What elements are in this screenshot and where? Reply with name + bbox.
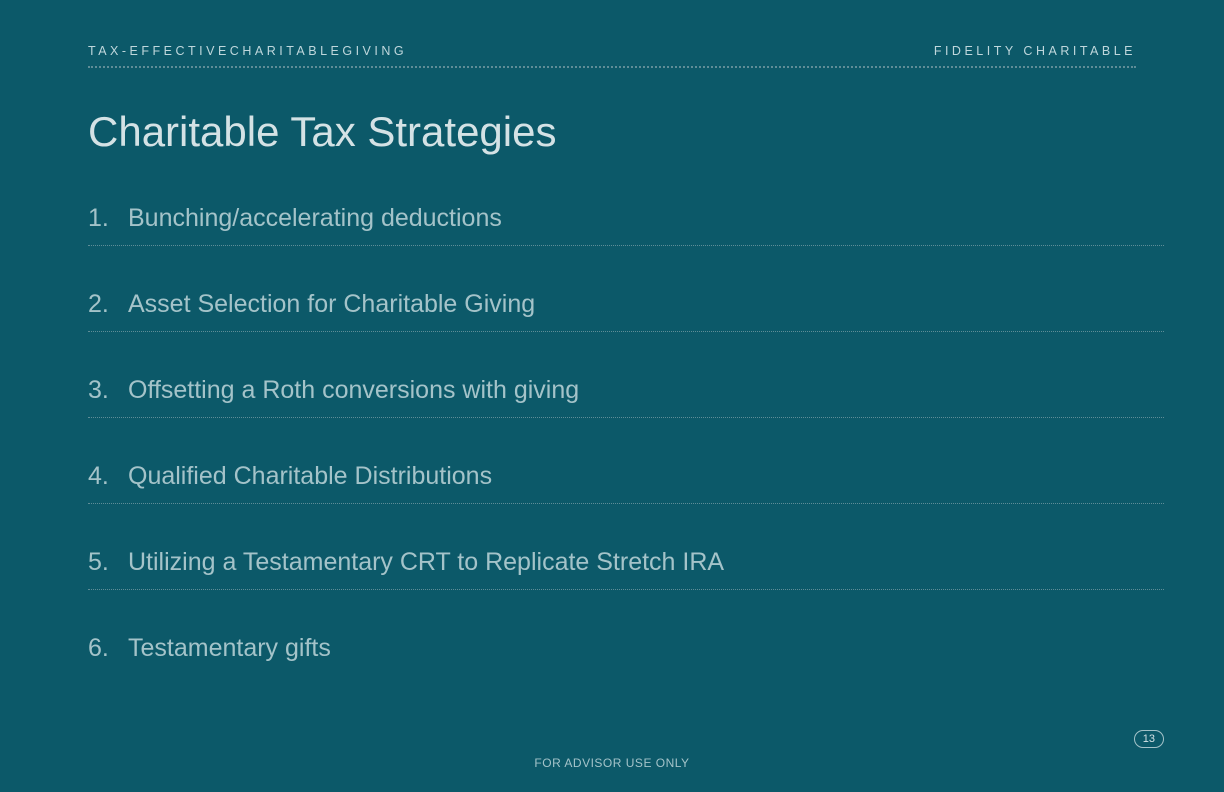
list-item-text: Qualified Charitable Distributions (128, 462, 492, 491)
list-item-number: 6. (88, 634, 128, 663)
slide-header: TAX-EFFECTIVECHARITABLEGIVING FIDELITY C… (88, 44, 1136, 58)
strategy-list: 1. Bunching/accelerating deductions 2. A… (88, 190, 1164, 705)
slide-title: Charitable Tax Strategies (88, 108, 556, 156)
footer-disclaimer: FOR ADVISOR USE ONLY (0, 756, 1224, 770)
list-item-text: Utilizing a Testamentary CRT to Replicat… (128, 548, 724, 577)
list-item: 5. Utilizing a Testamentary CRT to Repli… (88, 534, 1164, 590)
list-item-number: 2. (88, 290, 128, 319)
list-item-number: 1. (88, 204, 128, 233)
list-item: 1. Bunching/accelerating deductions (88, 190, 1164, 246)
list-item: 3. Offsetting a Roth conversions with gi… (88, 362, 1164, 418)
section-label: TAX-EFFECTIVECHARITABLEGIVING (88, 44, 407, 58)
list-item: 6. Testamentary gifts (88, 620, 1164, 675)
list-item-number: 3. (88, 376, 128, 405)
list-item-text: Testamentary gifts (128, 634, 331, 663)
header-divider (88, 66, 1136, 68)
list-item-text: Bunching/accelerating deductions (128, 204, 502, 233)
list-item-text: Offsetting a Roth conversions with givin… (128, 376, 579, 405)
list-item: 2. Asset Selection for Charitable Giving (88, 276, 1164, 332)
list-item-text: Asset Selection for Charitable Giving (128, 290, 535, 319)
list-item: 4. Qualified Charitable Distributions (88, 448, 1164, 504)
list-item-number: 4. (88, 462, 128, 491)
page-number-badge: 13 (1134, 730, 1164, 748)
brand-label: FIDELITY CHARITABLE (934, 44, 1136, 58)
list-item-number: 5. (88, 548, 128, 577)
